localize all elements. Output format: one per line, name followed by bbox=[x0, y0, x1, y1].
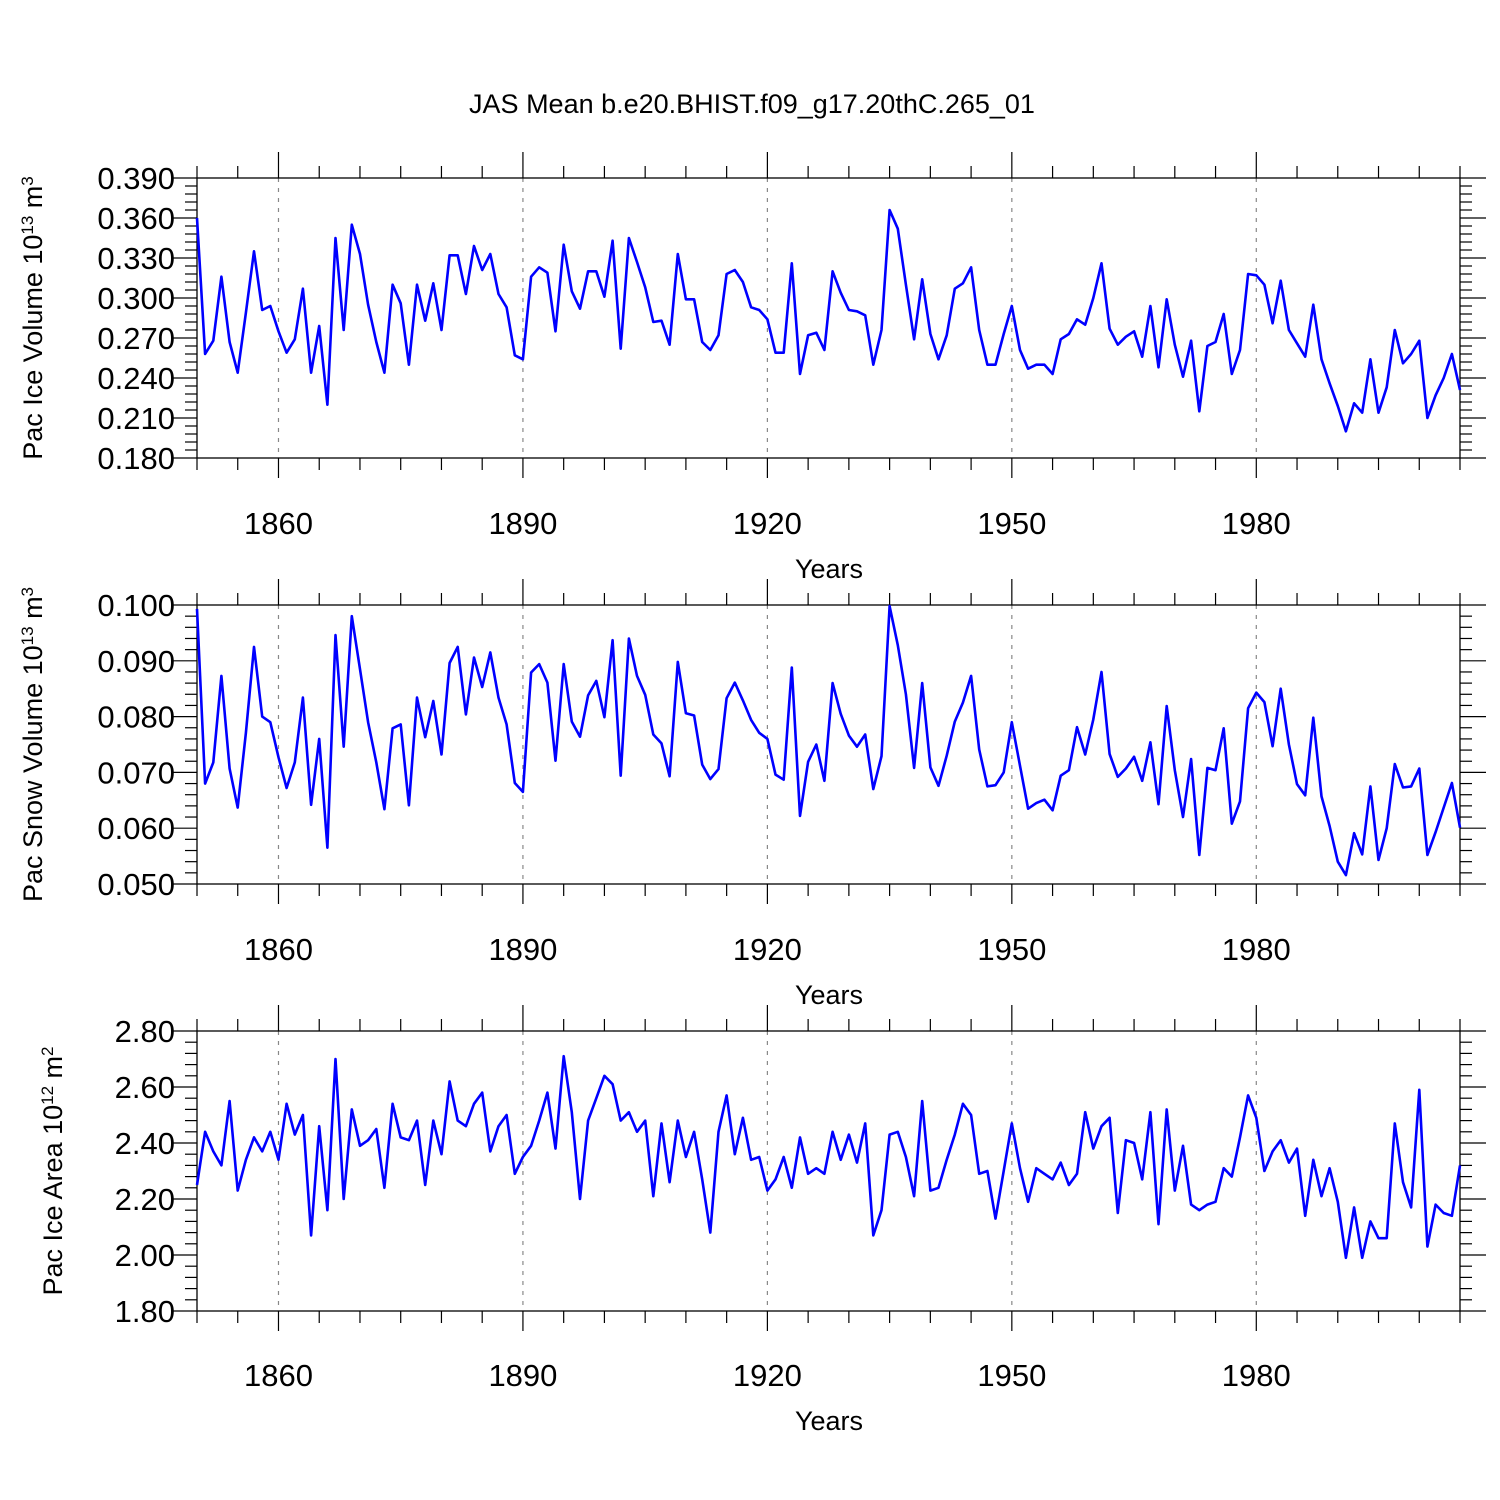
y-tick-label: 0.360 bbox=[97, 201, 175, 236]
y-tick-label: 2.80 bbox=[115, 1014, 175, 1049]
y-tick-label: 0.070 bbox=[97, 755, 175, 790]
y-tick-label: 0.080 bbox=[97, 700, 175, 735]
x-tick-label: 1950 bbox=[977, 1358, 1046, 1393]
series-line-ice-volume bbox=[195, 208, 1462, 433]
x-tick-label: 1980 bbox=[1222, 932, 1291, 967]
y-tick-label: 1.80 bbox=[115, 1294, 175, 1329]
y-axis-title: Pac Ice Volume 1013 m3 bbox=[18, 176, 49, 460]
x-tick-label: 1860 bbox=[244, 932, 313, 967]
y-tick-label: 0.240 bbox=[97, 361, 175, 396]
panel-ice-area: 1.80 2.00 2.20 2.40 2.60 2.80 1860 1890 1920 1950… bbox=[38, 1005, 1486, 1436]
y-tick-label: 0.330 bbox=[97, 241, 175, 276]
panel-snow-volume: 0.050 0.060 0.070 0.080 0.090 0.100 1860 1890 19… bbox=[18, 579, 1486, 1010]
x-tick-label: 1920 bbox=[733, 1358, 802, 1393]
y-tick-label: 0.210 bbox=[97, 401, 175, 436]
x-tick-label: 1920 bbox=[733, 506, 802, 541]
plot-frame bbox=[196, 177, 1461, 459]
x-tick-label: 1980 bbox=[1222, 506, 1291, 541]
panels: 0.180 0.210 0.240 0.270 0.300 0.330 0.360 0.390… bbox=[18, 152, 1486, 1436]
x-tick-label: 1950 bbox=[977, 506, 1046, 541]
x-tick-label: 1890 bbox=[488, 506, 557, 541]
y-tick-label: 0.060 bbox=[97, 811, 175, 846]
y-tick-label: 2.00 bbox=[115, 1238, 175, 1273]
y-tick-label: 0.300 bbox=[97, 281, 175, 316]
series-line-ice-area bbox=[195, 1054, 1462, 1260]
x-tick-label: 1890 bbox=[488, 932, 557, 967]
y-tick-label: 0.090 bbox=[97, 644, 175, 679]
x-tick-label: 1950 bbox=[977, 932, 1046, 967]
y-tick-label: 0.390 bbox=[97, 161, 175, 196]
y-tick-label: 0.270 bbox=[97, 321, 175, 356]
x-axis-title: Years bbox=[795, 554, 863, 584]
y-tick-label: 2.20 bbox=[115, 1182, 175, 1217]
y-tick-label: 0.100 bbox=[97, 588, 175, 623]
x-axis-title: Years bbox=[795, 980, 863, 1010]
y-axis-title: Pac Ice Area 1012 m2 bbox=[38, 1046, 69, 1295]
y-axis-title: Pac Snow Volume 1013 m3 bbox=[18, 587, 49, 902]
series-line-snow-volume bbox=[195, 604, 1462, 877]
plot-frame bbox=[196, 604, 1461, 885]
x-tick-label: 1890 bbox=[488, 1358, 557, 1393]
y-tick-label: 0.180 bbox=[97, 441, 175, 476]
x-tick-label: 1860 bbox=[244, 1358, 313, 1393]
figure-title: JAS Mean b.e20.BHIST.f09_g17.20thC.265_0… bbox=[469, 89, 1035, 119]
panel-ice-volume: 0.180 0.210 0.240 0.270 0.300 0.330 0.360 0.390… bbox=[18, 152, 1486, 584]
x-axis-title: Years bbox=[795, 1406, 863, 1436]
x-tick-label: 1860 bbox=[244, 506, 313, 541]
x-tick-label: 1920 bbox=[733, 932, 802, 967]
y-tick-label: 0.050 bbox=[97, 867, 175, 902]
x-tick-label: 1980 bbox=[1222, 1358, 1291, 1393]
y-tick-label: 2.60 bbox=[115, 1070, 175, 1105]
y-tick-label: 2.40 bbox=[115, 1126, 175, 1161]
